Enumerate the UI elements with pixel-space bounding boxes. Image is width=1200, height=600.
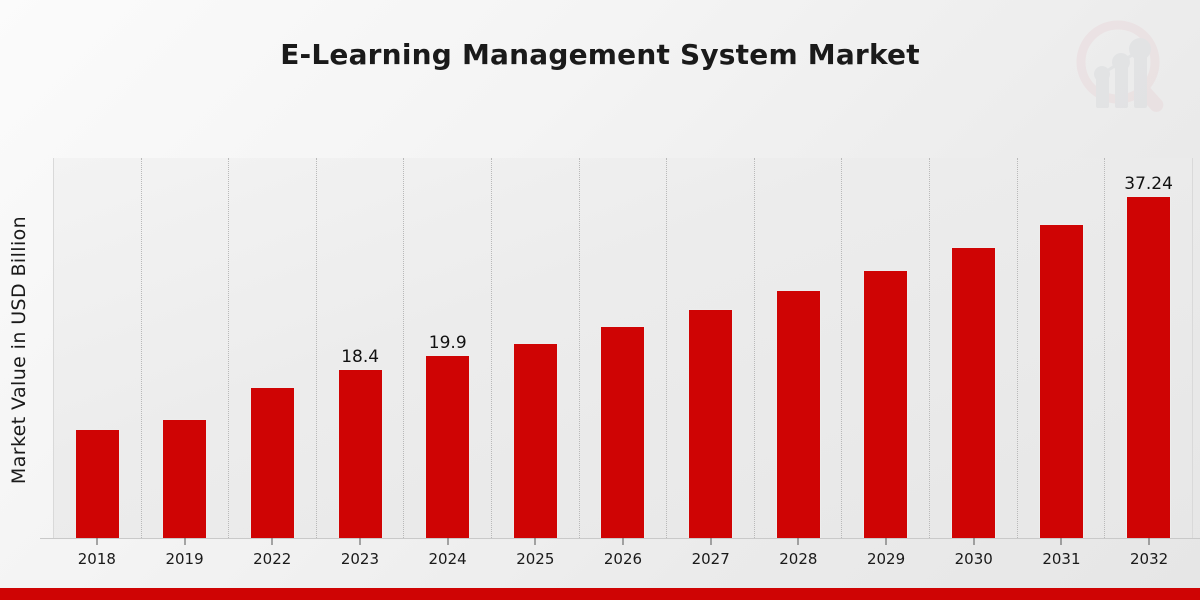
x-tick-label: 2029 (866, 550, 906, 568)
category-band: 19.9 (404, 158, 493, 538)
x-tick-2019: 2019 (141, 538, 229, 572)
bar[interactable]: 37.24 (1124, 174, 1173, 538)
bar[interactable] (775, 290, 821, 538)
bar[interactable] (600, 325, 646, 538)
bar[interactable] (688, 308, 734, 538)
category-band (755, 158, 843, 538)
x-tick-2018: 2018 (53, 538, 141, 572)
category-band (580, 158, 668, 538)
category-band: 37.24 (1105, 158, 1192, 538)
tick-mark (96, 538, 98, 545)
category-band (842, 158, 931, 538)
tick-mark (184, 538, 186, 545)
x-tick-2024: 2024 (404, 538, 492, 572)
category-band (930, 158, 1018, 538)
x-tick-2022: 2022 (228, 538, 316, 572)
bar[interactable]: 19.9 (425, 333, 471, 538)
tick-mark (534, 538, 536, 545)
bar-value-label: 18.4 (341, 347, 380, 368)
bar[interactable] (950, 247, 996, 538)
bar[interactable] (162, 419, 208, 538)
x-tick-2031: 2031 (1018, 538, 1106, 572)
category-band (142, 158, 230, 538)
x-tick-label: 2026 (603, 550, 643, 568)
tick-mark (1060, 538, 1062, 545)
tick-mark (885, 538, 887, 545)
x-tick-2023: 2023 (316, 538, 404, 572)
tick-mark (973, 538, 975, 545)
x-tick-label: 2027 (691, 550, 730, 568)
x-tick-label: 2022 (253, 550, 292, 568)
bar[interactable] (250, 386, 296, 538)
bar[interactable] (74, 428, 120, 538)
bar[interactable] (863, 269, 909, 538)
bar-value-label: 37.24 (1124, 174, 1173, 195)
y-axis-title-text: Market Value in USD Billion (8, 215, 30, 485)
x-axis: 2018 2019 2022 2023 2024 2025 2026 2027 2028 2029… (53, 538, 1193, 572)
x-tick-label: 2018 (77, 550, 116, 568)
category-band (492, 158, 580, 538)
x-tick-2032: 2032 (1105, 538, 1193, 572)
x-tick-label: 2031 (1042, 550, 1081, 568)
x-tick-label: 2025 (516, 550, 555, 568)
x-tick-2030: 2030 (930, 538, 1018, 572)
tick-mark (710, 538, 712, 545)
bottom-accent-strip (0, 588, 1200, 600)
tick-mark (622, 538, 624, 545)
category-band: 18.4 (317, 158, 405, 538)
tick-mark (797, 538, 799, 545)
category-band (229, 158, 317, 538)
x-tick-label: 2019 (165, 550, 204, 568)
category-band (54, 158, 142, 538)
category-band (1018, 158, 1106, 538)
x-tick-2026: 2026 (579, 538, 667, 572)
tick-mark (359, 538, 361, 545)
bar-value-label: 19.9 (428, 333, 467, 354)
x-tick-label: 2032 (1130, 550, 1169, 568)
bar[interactable]: 18.4 (337, 347, 383, 538)
x-tick-label: 2023 (340, 550, 379, 568)
y-axis-title: Market Value in USD Billion (2, 160, 36, 540)
x-tick-2028: 2028 (755, 538, 843, 572)
x-tick-2027: 2027 (667, 538, 755, 572)
x-tick-label: 2028 (779, 550, 818, 568)
x-tick-2025: 2025 (491, 538, 579, 572)
plot-area: 18.4 19.9 37.24 (53, 158, 1193, 538)
bar[interactable] (1038, 224, 1084, 538)
category-band (667, 158, 755, 538)
bar[interactable] (512, 343, 558, 538)
tick-mark (447, 538, 449, 545)
x-tick-label: 2030 (954, 550, 993, 568)
tick-mark (271, 538, 273, 545)
tick-mark (1148, 538, 1150, 545)
x-tick-label: 2024 (428, 550, 467, 568)
chart-title: E-Learning Management System Market (280, 38, 920, 71)
x-axis-line (40, 538, 1200, 539)
x-tick-2029: 2029 (842, 538, 930, 572)
